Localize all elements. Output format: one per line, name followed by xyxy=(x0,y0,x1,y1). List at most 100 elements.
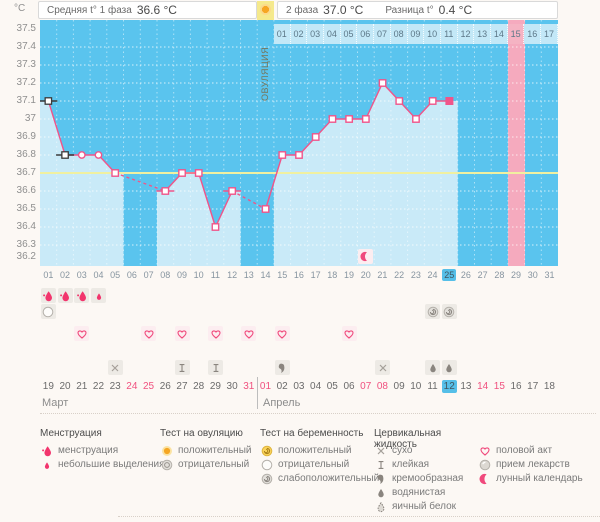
tests-entry[interactable] xyxy=(425,304,441,319)
cervical-fluid-entry[interactable] xyxy=(274,360,290,375)
cervical-fluid-entry[interactable] xyxy=(441,360,457,375)
tests-entry[interactable] xyxy=(40,304,56,319)
cycle-day-label[interactable]: 18 xyxy=(327,270,338,280)
date-cell[interactable]: 08 xyxy=(376,381,388,392)
cycle-day-label[interactable]: 01 xyxy=(43,270,54,280)
date-cell[interactable]: 16 xyxy=(510,381,522,392)
intercourse-entry[interactable] xyxy=(74,326,90,341)
date-cell[interactable]: 06 xyxy=(343,381,355,392)
cycle-day-label[interactable]: 10 xyxy=(193,270,204,280)
cycle-day-label[interactable]: 25 xyxy=(442,269,457,281)
cycle-day-label[interactable]: 13 xyxy=(243,270,254,280)
cycle-day-label[interactable]: 07 xyxy=(143,270,154,280)
y-axis-tick: 37 xyxy=(24,113,36,124)
cycle-day-label[interactable]: 11 xyxy=(210,270,221,280)
date-cell[interactable]: 21 xyxy=(76,381,88,392)
date-cell[interactable]: 02 xyxy=(276,381,288,392)
date-cell[interactable]: 03 xyxy=(293,381,305,392)
legend-item: лунный календарь xyxy=(478,472,583,485)
date-cell[interactable]: 13 xyxy=(460,381,472,392)
menstruation-entry[interactable] xyxy=(91,288,106,303)
cycle-day-label[interactable]: 28 xyxy=(494,270,505,280)
date-cell[interactable]: 10 xyxy=(410,381,422,392)
cycle-day-label[interactable]: 14 xyxy=(260,270,271,280)
intercourse-entry[interactable] xyxy=(241,326,257,341)
intercourse-entry[interactable] xyxy=(274,326,290,341)
cycle-day-label[interactable]: 15 xyxy=(277,270,288,280)
cervical-fluid-entry[interactable] xyxy=(375,360,390,375)
temperature-chart[interactable]: 01 02 03 04 05 06 07 08 09 10 11 12 13 14 15 16 17 xyxy=(40,20,558,266)
date-cell[interactable]: 25 xyxy=(143,381,155,392)
legend-item-label: клейкая xyxy=(392,459,430,470)
cycle-day-label[interactable]: 31 xyxy=(544,270,555,280)
date-cell[interactable]: 05 xyxy=(326,381,338,392)
date-cell[interactable]: 18 xyxy=(543,381,555,392)
date-cell[interactable]: 28 xyxy=(193,381,205,392)
diff-value: 0.4 °C xyxy=(438,3,473,17)
cycle-day-label[interactable]: 20 xyxy=(360,270,371,280)
date-cell[interactable]: 09 xyxy=(393,381,405,392)
date-cell[interactable]: 11 xyxy=(427,381,438,392)
menstruation-entry[interactable] xyxy=(57,288,73,303)
cycle-day-label[interactable]: 23 xyxy=(410,270,421,280)
cycle-day-label[interactable]: 29 xyxy=(511,270,522,280)
phase1-label: Средняя t° 1 фаза xyxy=(47,4,132,16)
legend-item: сухо xyxy=(374,444,463,457)
tests-entry[interactable] xyxy=(441,304,457,319)
cycle-day-label[interactable]: 08 xyxy=(160,270,171,280)
cycle-day-label[interactable]: 26 xyxy=(460,270,471,280)
cycle-day-label[interactable]: 04 xyxy=(93,270,104,280)
cervical-fluid-entry[interactable] xyxy=(107,360,123,375)
ovulation-sun-icon xyxy=(260,4,271,15)
cycle-day-label[interactable]: 24 xyxy=(427,270,438,280)
cycle-day-label[interactable]: 03 xyxy=(76,270,87,280)
dpo-cell: 07 xyxy=(374,24,391,44)
date-cell[interactable]: 01 xyxy=(259,381,272,392)
cycle-day-label[interactable]: 12 xyxy=(227,270,238,280)
cycle-day-label[interactable]: 05 xyxy=(110,270,121,280)
cycle-day-label[interactable]: 27 xyxy=(477,270,488,280)
menstruation-entry[interactable] xyxy=(40,288,56,303)
date-cell[interactable]: 24 xyxy=(126,381,138,392)
intercourse-entry[interactable] xyxy=(208,326,223,341)
intercourse-entry[interactable] xyxy=(141,326,157,341)
date-cell[interactable]: 23 xyxy=(109,381,121,392)
legend-group-title: Тест на беременность xyxy=(260,428,364,439)
cycle-day-label[interactable]: 16 xyxy=(293,270,304,280)
intercourse-entry[interactable] xyxy=(174,326,190,341)
legend-item: водянистая xyxy=(374,486,463,499)
cervical-fluid-entry[interactable] xyxy=(425,360,441,375)
intercourse-entry[interactable] xyxy=(341,326,357,341)
date-cell[interactable]: 20 xyxy=(59,381,71,392)
date-cell[interactable]: 19 xyxy=(42,381,54,392)
cycle-day-label[interactable]: 21 xyxy=(377,270,388,280)
cycle-day-label[interactable]: 02 xyxy=(60,270,71,280)
date-cell[interactable]: 30 xyxy=(226,381,238,392)
date-cell[interactable]: 17 xyxy=(527,381,539,392)
date-cell[interactable]: 22 xyxy=(92,381,105,392)
date-cell[interactable]: 26 xyxy=(159,381,171,392)
cycle-day-label[interactable]: 06 xyxy=(126,270,137,280)
date-cell[interactable]: 27 xyxy=(176,381,188,392)
legend-item-label: кремообразная xyxy=(392,473,464,484)
date-cell[interactable]: 31 xyxy=(243,381,255,392)
date-cell[interactable]: 07 xyxy=(360,381,372,392)
moon-icon xyxy=(479,473,487,484)
phase2-stats-box: 2 фаза 37.0 °C Разница t° 0.4 °C xyxy=(277,1,558,19)
date-cell[interactable]: 14 xyxy=(477,381,489,392)
date-cell[interactable]: 15 xyxy=(493,381,505,392)
cycle-day-label[interactable]: 22 xyxy=(394,270,405,280)
cycle-day-label[interactable]: 09 xyxy=(176,270,187,280)
date-cell[interactable]: 04 xyxy=(310,381,322,392)
cycle-day-label[interactable]: 19 xyxy=(344,270,355,280)
date-cell[interactable]: 29 xyxy=(209,381,221,392)
cycle-day-label[interactable]: 17 xyxy=(310,270,321,280)
y-axis-tick: 36.8 xyxy=(16,149,36,160)
cycle-day-label[interactable]: 30 xyxy=(527,270,538,280)
cervical-fluid-entry[interactable] xyxy=(174,360,190,375)
date-cell[interactable]: 12 xyxy=(441,380,457,393)
sticky-icon xyxy=(179,363,185,372)
cervical-fluid-entry[interactable] xyxy=(208,360,223,375)
menstruation-entry[interactable] xyxy=(74,288,90,303)
preg-weak-icon xyxy=(427,306,438,317)
